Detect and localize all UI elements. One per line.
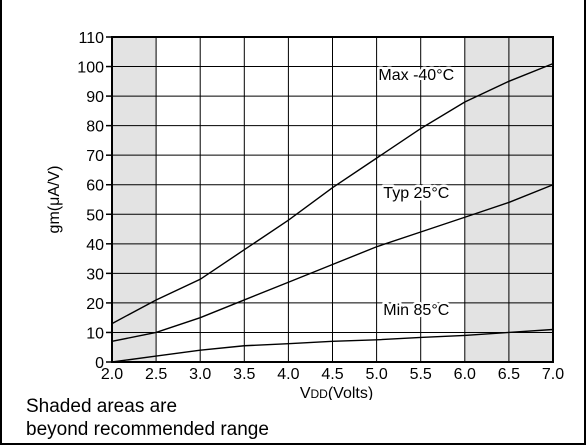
x-tick-label: 2.5 xyxy=(145,366,167,383)
y-tick-label: 50 xyxy=(86,207,104,224)
plot-area xyxy=(111,36,554,363)
y-tick-label: 90 xyxy=(86,89,104,106)
x-axis-label-sub: DD xyxy=(310,387,328,400)
x-axis-label: VDD(Volts) xyxy=(300,385,373,400)
x-tick-label: 4.5 xyxy=(321,366,343,383)
y-tick-label: 40 xyxy=(86,237,104,254)
series-line-0 xyxy=(111,62,554,325)
series-line-2 xyxy=(111,328,554,363)
gm-vs-vdd-chart: Max -40°C Typ 25°C Min 85°C 2.0 2.5 3.0 3.5 4.… xyxy=(46,30,564,400)
series-label-2: Min 85°C xyxy=(383,302,449,319)
series-label-1: Typ 25°C xyxy=(383,185,449,202)
y-tick-label: 80 xyxy=(86,119,104,136)
x-axis-label-unit: (Volts) xyxy=(328,385,373,400)
y-tick-label: 30 xyxy=(86,266,104,283)
y-tick-label: 10 xyxy=(86,325,104,342)
series-label-0: Max -40°C xyxy=(378,67,454,84)
y-tick-label: 110 xyxy=(78,30,104,47)
x-tick-label: 5.0 xyxy=(365,366,387,383)
y-tick-label: 0 xyxy=(95,355,104,372)
x-tick-label: 3.0 xyxy=(189,366,211,383)
y-tick-label: 100 xyxy=(77,60,104,77)
x-tick-label: 7.0 xyxy=(542,366,564,383)
x-tick-label: 6.0 xyxy=(454,366,476,383)
series-line-1 xyxy=(111,184,554,343)
note-line-1: Shaded areas are xyxy=(26,396,178,417)
note-line-2: beyond recommended range xyxy=(26,419,269,440)
y-tick-label: 60 xyxy=(86,178,104,195)
x-axis-label-v: V xyxy=(300,385,311,400)
x-tick-label: 6.5 xyxy=(498,366,520,383)
x-tick-label: 2.0 xyxy=(101,366,123,383)
x-tick-label: 3.5 xyxy=(233,366,255,383)
x-tick-label: 4.0 xyxy=(277,366,299,383)
y-axis-label: gm(μA/V) xyxy=(46,166,63,234)
y-tick-label: 20 xyxy=(86,296,104,313)
y-tick-label: 70 xyxy=(86,148,104,165)
shaded-range-0 xyxy=(112,37,157,362)
x-tick-label: 5.5 xyxy=(410,366,432,383)
